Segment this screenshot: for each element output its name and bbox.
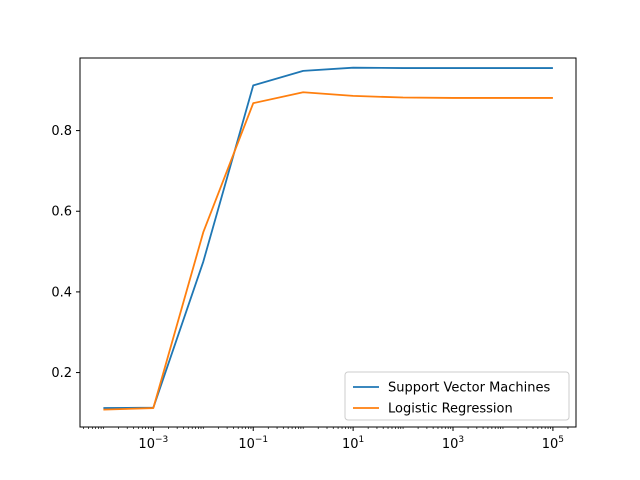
y-tick-label-3: 0.6: [51, 205, 72, 220]
legend-label-1: Support Vector Machines: [388, 381, 550, 396]
x-tick-label-5: 105: [542, 435, 564, 452]
y-tick-label-2: 0.4: [51, 285, 72, 300]
legend-box: [344, 371, 570, 421]
x-axis: 10−3 10−1 101 103 105: [83, 427, 569, 452]
series-line-2: [103, 91, 553, 411]
x-tick-label-3: 101: [342, 435, 364, 452]
series-line-1: [103, 66, 553, 409]
series-layer: [103, 66, 553, 411]
x-tick-label-1: 10−3: [138, 435, 168, 452]
y-tick-label-1: 0.2: [51, 366, 72, 381]
legend: Support Vector Machines Logistic Regressi…: [344, 371, 570, 421]
x-tick-label-2: 10−1: [238, 435, 268, 452]
legend-label-2: Logistic Regression: [388, 402, 513, 417]
plot-frame: [79, 57, 577, 428]
x-tick-label-4: 103: [442, 435, 464, 452]
y-axis: 0.2 0.4 0.6 0.8: [51, 124, 80, 381]
y-tick-label-4: 0.8: [51, 124, 72, 139]
